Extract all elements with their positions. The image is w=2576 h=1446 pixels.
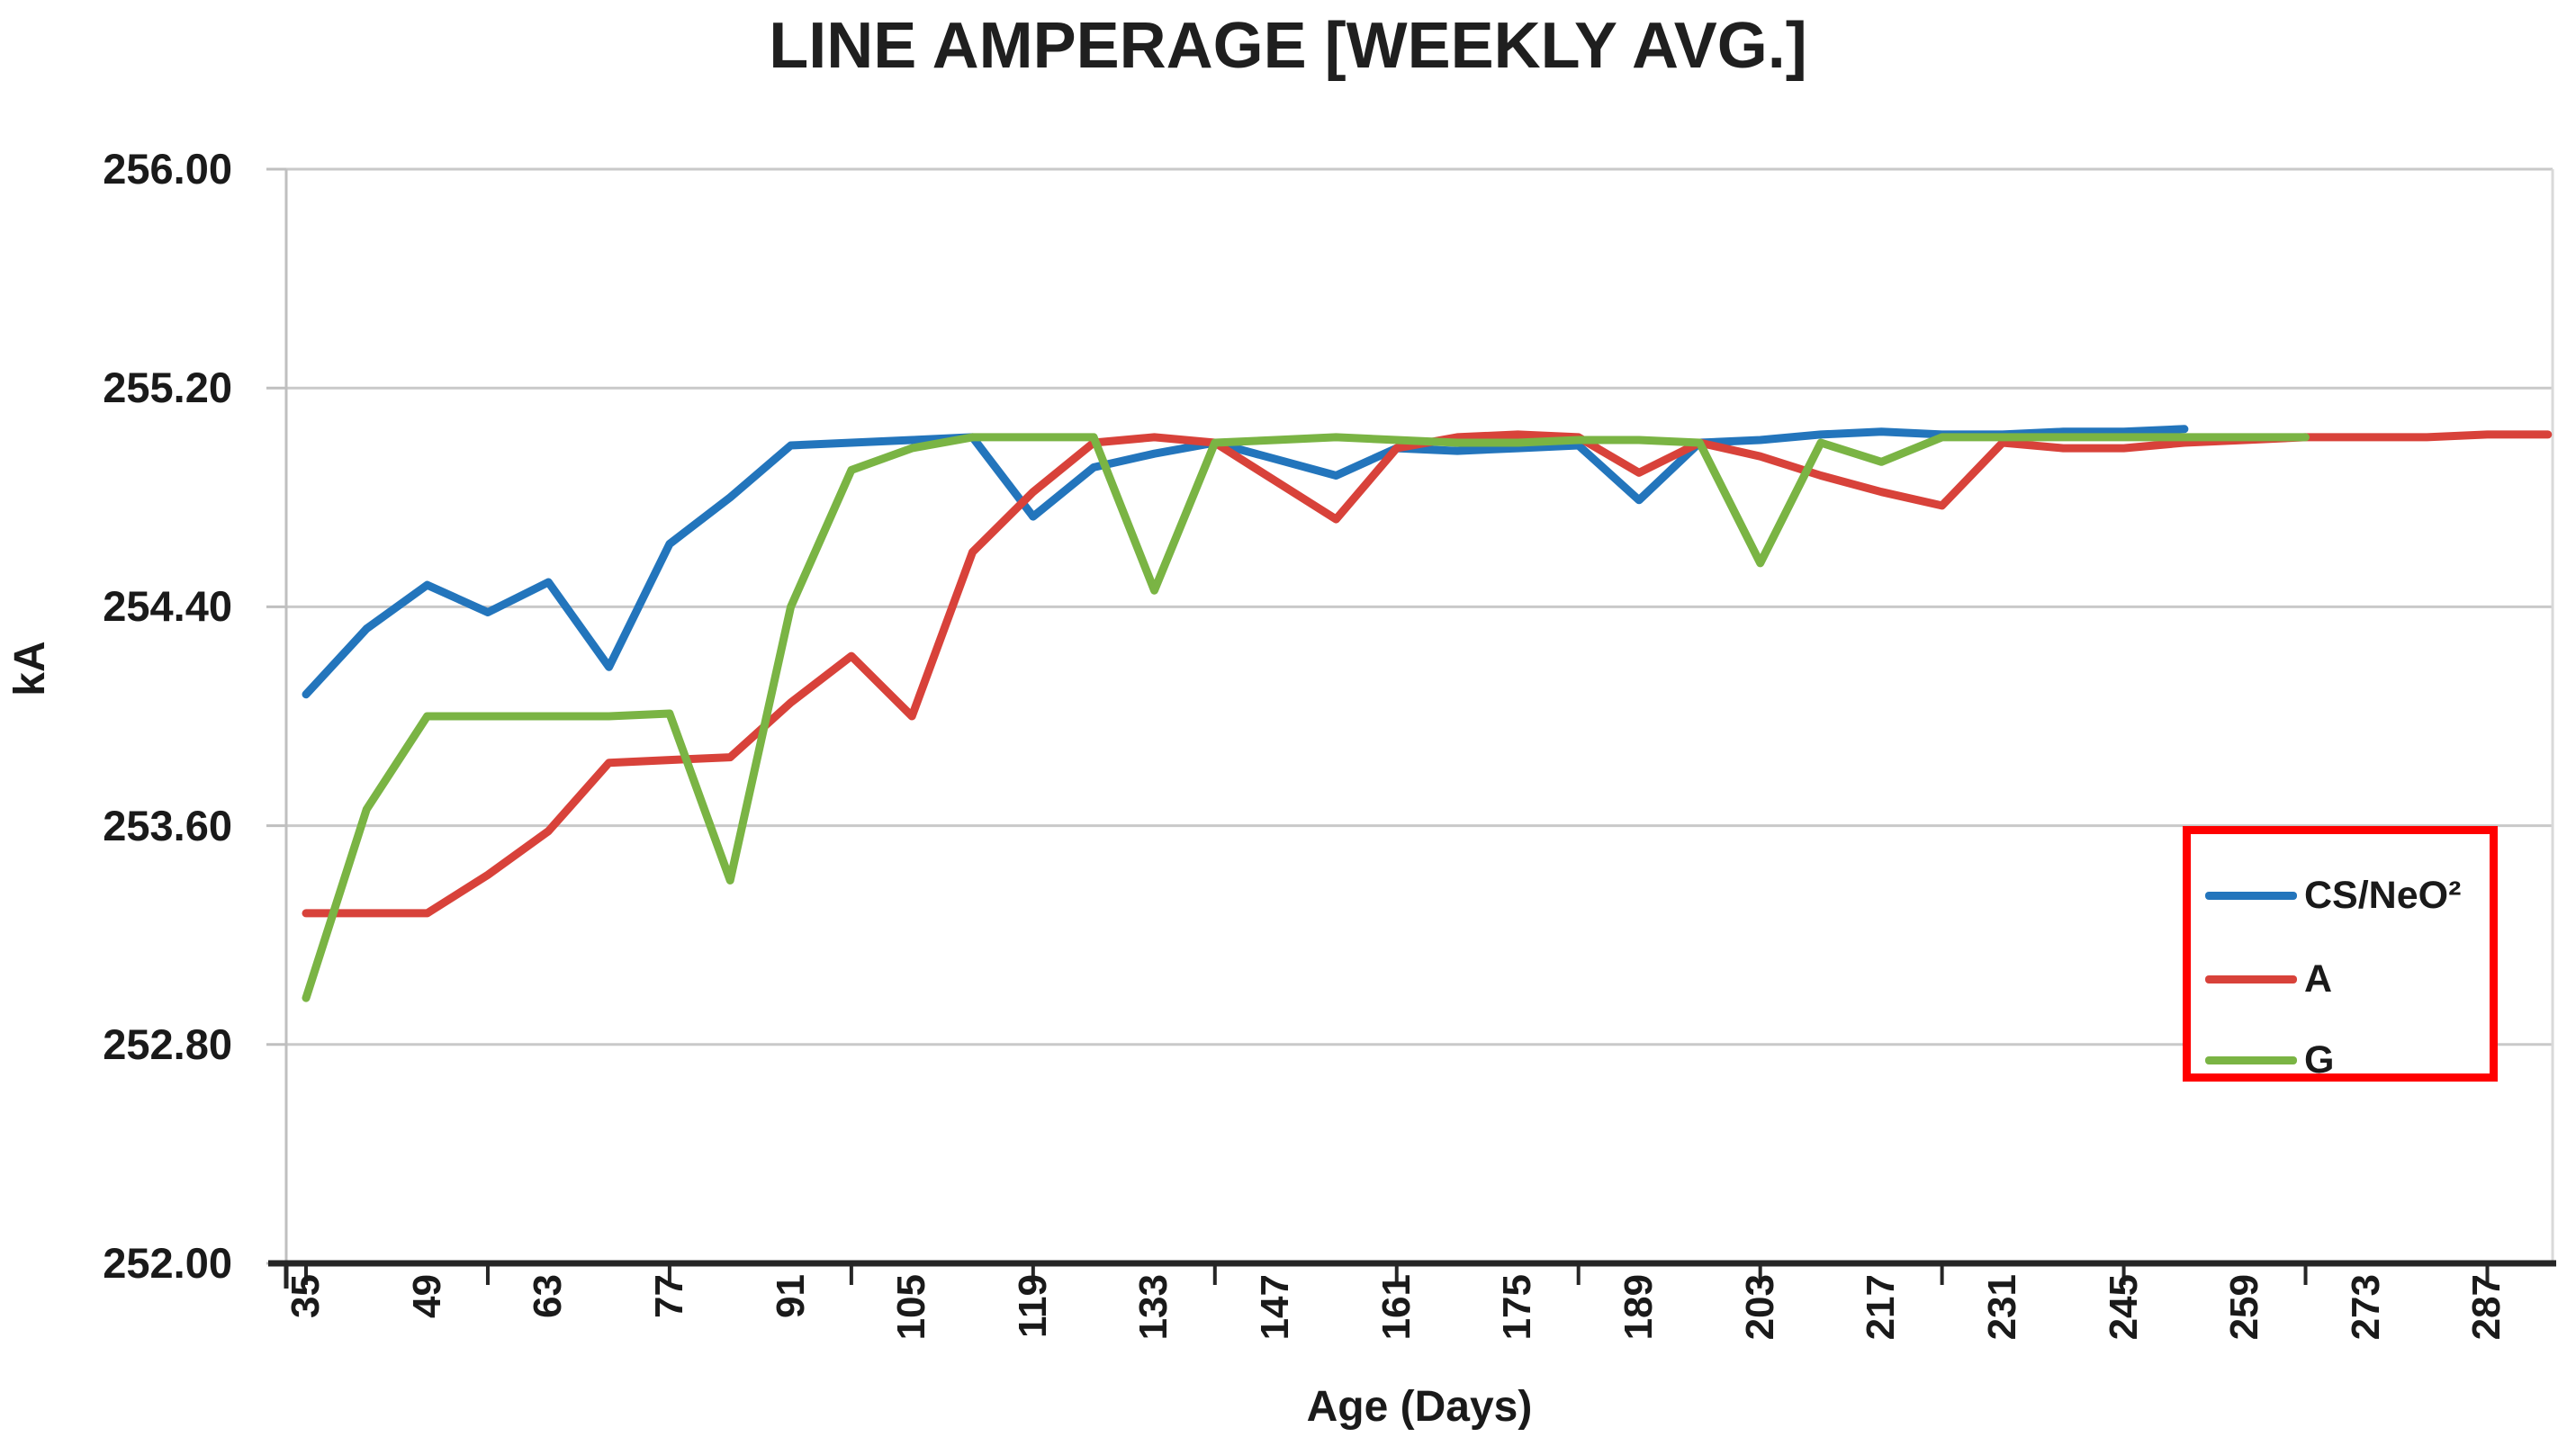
x-tick-label: 161: [1374, 1274, 1419, 1341]
legend-label: CS/NeO²: [2304, 873, 2462, 917]
legend-label: A: [2304, 957, 2333, 1001]
x-tick-label: 287: [2464, 1274, 2509, 1341]
x-tick-label: 119: [1010, 1274, 1055, 1338]
legend-label: G: [2304, 1037, 2335, 1082]
x-tick-label: 245: [2101, 1274, 2146, 1341]
x-tick-label: 91: [768, 1274, 813, 1318]
x-tick-label: 63: [526, 1274, 571, 1318]
y-tick-label: 252.80: [103, 1019, 232, 1068]
x-tick-label: 35: [284, 1274, 328, 1318]
x-tick-label: 189: [1617, 1274, 1662, 1341]
x-tick-label: 77: [646, 1274, 691, 1318]
legend-swatch-icon: [2205, 1055, 2297, 1064]
x-tick-label: 203: [1737, 1274, 1782, 1341]
y-tick-label: 253.60: [103, 801, 232, 849]
series-line-g: [302, 433, 2310, 1002]
y-tick-label: 254.40: [103, 582, 232, 631]
y-tick-label: 255.20: [103, 364, 232, 412]
legend-swatch-icon: [2205, 974, 2297, 983]
x-axis-title: Age (Days): [1306, 1383, 1533, 1431]
chart-title: LINE AMPERAGE [WEEKLY AVG.]: [769, 10, 1807, 82]
x-tick-label: 147: [1253, 1274, 1298, 1341]
legend-item: A: [2205, 956, 2332, 1002]
legend-item: CS/NeO²: [2205, 872, 2461, 919]
x-tick-label: 217: [1859, 1274, 1904, 1341]
x-tick-label: 175: [1495, 1274, 1540, 1341]
x-tick-label: 133: [1131, 1274, 1176, 1341]
x-tick-label: 259: [2222, 1274, 2267, 1341]
x-tick-label: 105: [889, 1274, 934, 1341]
legend-item: G: [2205, 1037, 2334, 1083]
y-tick-label: 252.00: [103, 1239, 232, 1287]
x-tick-label: 273: [2343, 1274, 2388, 1341]
legend: CS/NeO² A G: [2183, 826, 2498, 1082]
x-tick-label: 231: [1979, 1274, 2024, 1341]
x-tick-label: 49: [404, 1274, 449, 1318]
legend-swatch-icon: [2205, 891, 2297, 900]
series-line-cs-neo: [302, 425, 2189, 699]
y-tick-label: 256.00: [103, 145, 232, 193]
